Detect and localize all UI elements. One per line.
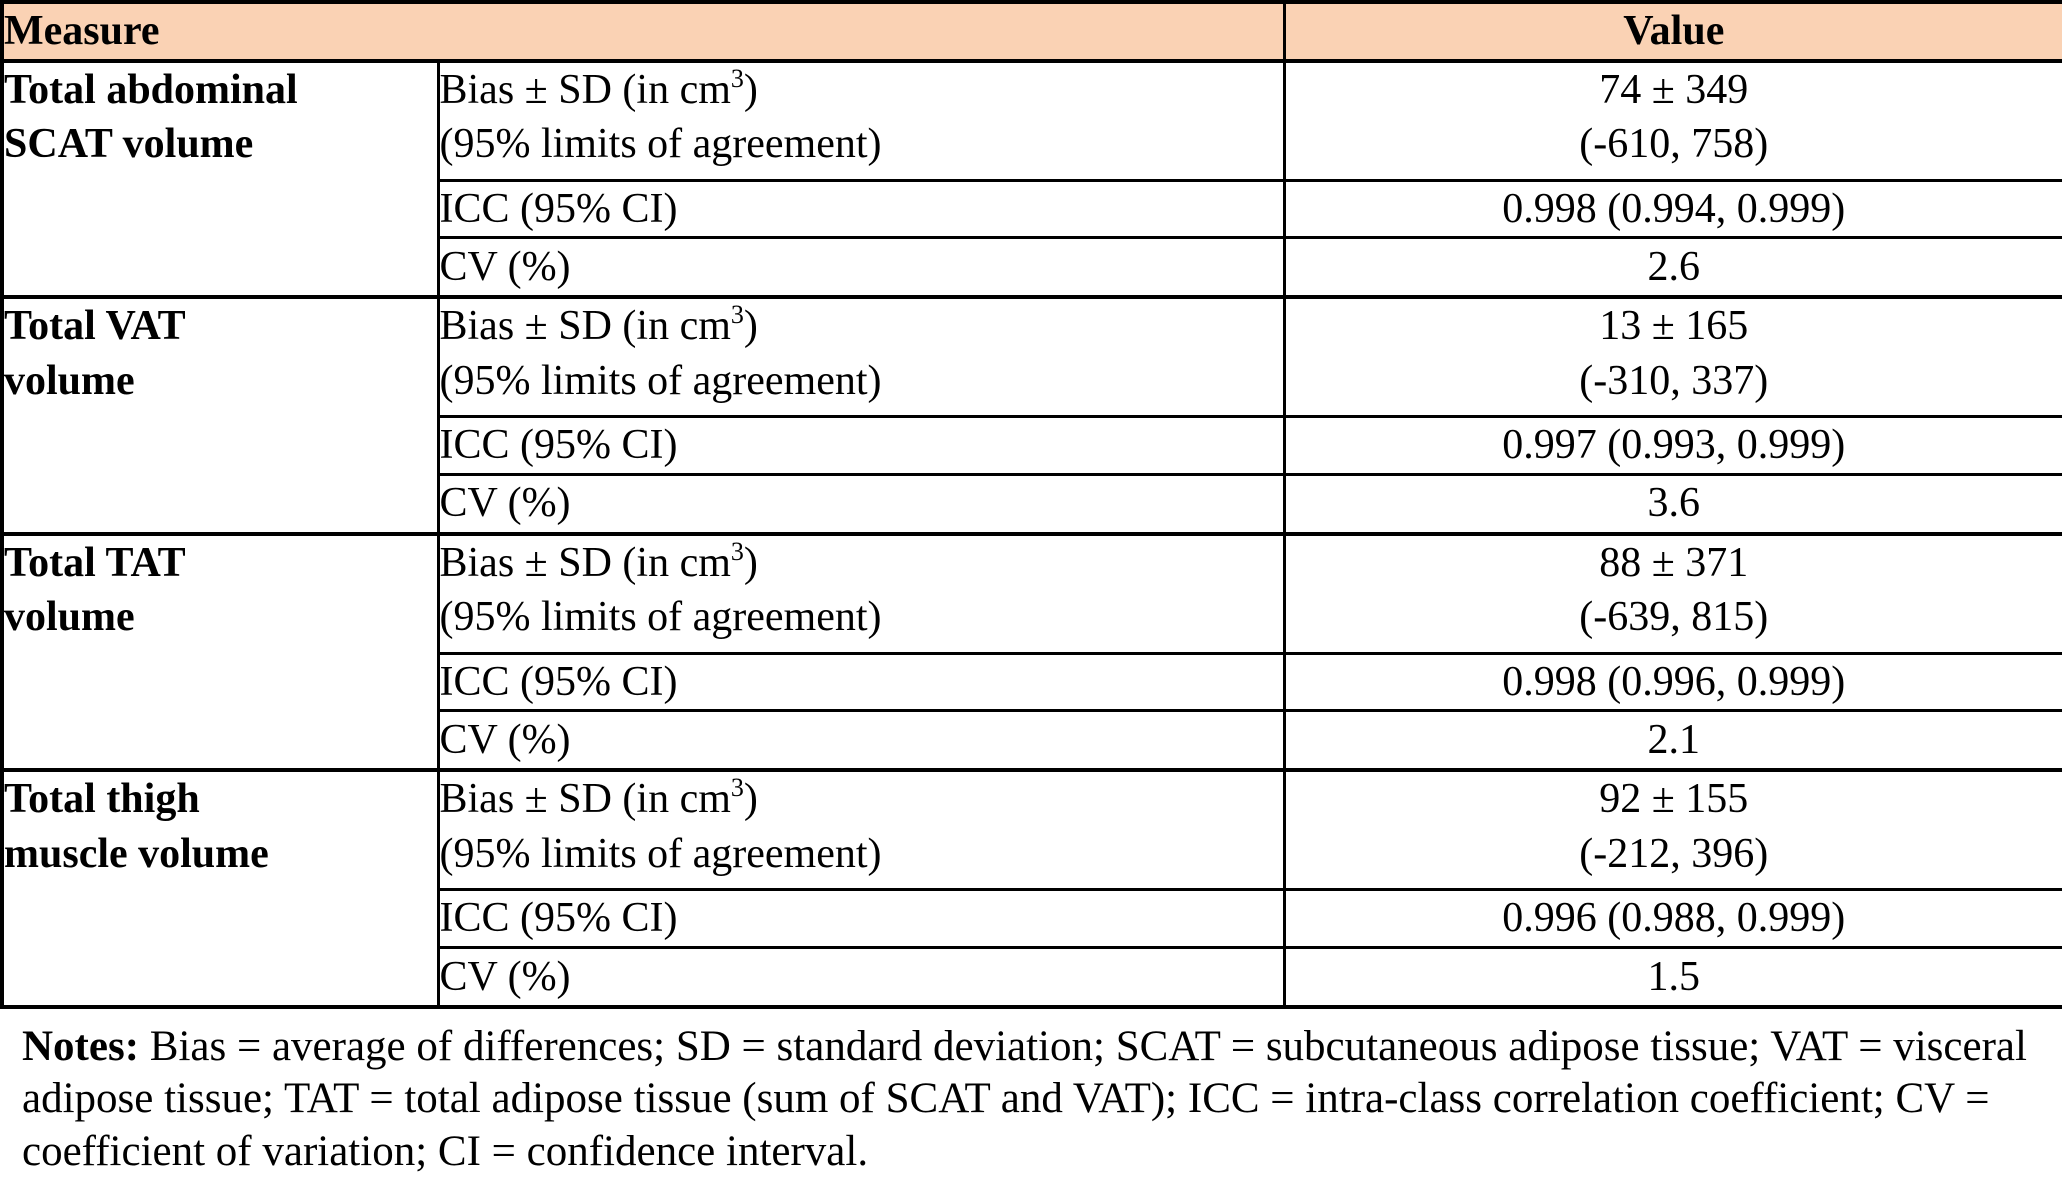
- bias-label: Bias ± SD (in cm: [439, 303, 731, 350]
- bias-value: 74 ± 349: [1599, 66, 1749, 113]
- table-row: Total thigh muscle volume Bias ± SD (in …: [0, 768, 2062, 1009]
- icc-value-cell: 0.998 (0.994, 0.999): [1282, 178, 2062, 240]
- bias-value-cell: 92 ± 155 (-212, 396): [1282, 768, 2062, 892]
- reliability-table: Measure Value Total abdominal SCAT volum…: [0, 0, 2062, 1009]
- cv-value-cell: 3.6: [1282, 472, 2062, 536]
- cv-value-cell: 2.6: [1282, 236, 2062, 299]
- bias-label-cell: Bias ± SD (in cm3) (95% limits of agreem…: [436, 295, 1286, 419]
- superscript: 3: [730, 300, 744, 330]
- cv-value-cell: 2.1: [1282, 709, 2062, 772]
- table-notes: Notes: Bias = average of differences; SD…: [22, 1021, 2048, 1178]
- bias-label: Bias ± SD (in cm: [439, 66, 731, 113]
- measure-cell-scat: Total abdominal SCAT volume: [0, 58, 440, 299]
- bias-value: 13 ± 165: [1599, 303, 1749, 350]
- bias-value-cell: 88 ± 371 (-639, 815): [1282, 531, 2062, 655]
- bias-label-cell: Bias ± SD (in cm3) (95% limits of agreem…: [436, 531, 1286, 655]
- table-row: ICC (95% CI) 0.998 (0.994, 0.999): [2, 178, 2062, 240]
- bias-label-cell: Bias ± SD (in cm3) (95% limits of agreem…: [436, 58, 1286, 182]
- cv-value-cell: 1.5: [1282, 945, 2062, 1009]
- table-row: CV (%) 1.5: [2, 945, 2062, 1009]
- table-row: Total abdominal SCAT volume Bias ± SD (i…: [0, 58, 2062, 299]
- superscript: 3: [730, 63, 744, 93]
- table-row: CV (%) 2.6: [2, 236, 2062, 299]
- icc-label-cell: ICC (95% CI): [436, 178, 1286, 240]
- bias-label-close: ): [743, 539, 758, 586]
- bias-value-cell: 13 ± 165 (-310, 337): [1282, 295, 2062, 419]
- header-measure: Measure: [0, 0, 1286, 63]
- table-row: ICC (95% CI) 0.996 (0.988, 0.999): [2, 888, 2062, 949]
- notes-label: Notes:: [22, 1022, 140, 1070]
- measure-cell-thigh-muscle: Total thigh muscle volume: [0, 768, 440, 1009]
- bias-value: 92 ± 155: [1599, 776, 1749, 823]
- cv-label-cell: CV (%): [436, 709, 1286, 772]
- table-row: Total TAT volume Bias ± SD (in cm3) (95%…: [0, 531, 2062, 772]
- bias-label-limits: (95% limits of agreement): [439, 357, 882, 404]
- bias-value-cell: 74 ± 349 (-610, 758): [1282, 58, 2062, 182]
- bias-limits-value: (-310, 337): [1579, 357, 1769, 404]
- bias-label-cell: Bias ± SD (in cm3) (95% limits of agreem…: [436, 768, 1286, 892]
- bias-label: Bias ± SD (in cm: [439, 776, 731, 823]
- table-row: Total VAT volume Bias ± SD (in cm3) (95%…: [0, 295, 2062, 536]
- bias-limits-value: (-212, 396): [1579, 830, 1769, 877]
- measure-name: Total thigh: [4, 776, 200, 823]
- icc-label-cell: ICC (95% CI): [436, 651, 1286, 713]
- bias-label-close: ): [743, 776, 758, 823]
- icc-label-cell: ICC (95% CI): [436, 888, 1286, 949]
- measure-name: Total TAT: [4, 539, 186, 586]
- measure-cell-vat: Total VAT volume: [0, 295, 440, 536]
- bias-value: 88 ± 371: [1599, 539, 1749, 586]
- superscript: 3: [730, 536, 744, 566]
- icc-label-cell: ICC (95% CI): [436, 415, 1286, 476]
- bias-label-limits: (95% limits of agreement): [439, 830, 882, 877]
- measure-name: SCAT volume: [4, 121, 254, 168]
- cv-label-cell: CV (%): [436, 945, 1286, 1009]
- cv-label-cell: CV (%): [436, 472, 1286, 536]
- bias-label: Bias ± SD (in cm: [439, 539, 731, 586]
- measure-name: volume: [4, 594, 135, 641]
- table-row: CV (%) 3.6: [2, 472, 2062, 536]
- icc-value-cell: 0.998 (0.996, 0.999): [1282, 651, 2062, 713]
- bias-label-limits: (95% limits of agreement): [439, 594, 882, 641]
- bias-label-limits: (95% limits of agreement): [439, 121, 882, 168]
- measure-name: Total VAT: [4, 303, 186, 350]
- table-header-row: Measure Value: [0, 0, 2062, 63]
- bias-label-close: ): [743, 66, 758, 113]
- notes-text: Bias = average of differences; SD = stan…: [22, 1022, 2027, 1175]
- measure-name: muscle volume: [4, 830, 269, 877]
- bias-label-close: ): [743, 303, 758, 350]
- measure-name: Total abdominal: [4, 66, 298, 113]
- icc-value-cell: 0.996 (0.988, 0.999): [1282, 888, 2062, 949]
- superscript: 3: [730, 773, 744, 803]
- cv-label-cell: CV (%): [436, 236, 1286, 299]
- measure-cell-tat: Total TAT volume: [0, 531, 440, 772]
- bias-limits-value: (-639, 815): [1579, 594, 1769, 641]
- header-value: Value: [1282, 0, 2062, 63]
- icc-value-cell: 0.997 (0.993, 0.999): [1282, 415, 2062, 476]
- measure-name: volume: [4, 357, 135, 404]
- bias-limits-value: (-610, 758): [1579, 121, 1769, 168]
- table-row: ICC (95% CI) 0.997 (0.993, 0.999): [2, 415, 2062, 476]
- table-row: ICC (95% CI) 0.998 (0.996, 0.999): [2, 651, 2062, 713]
- table-row: CV (%) 2.1: [2, 709, 2062, 772]
